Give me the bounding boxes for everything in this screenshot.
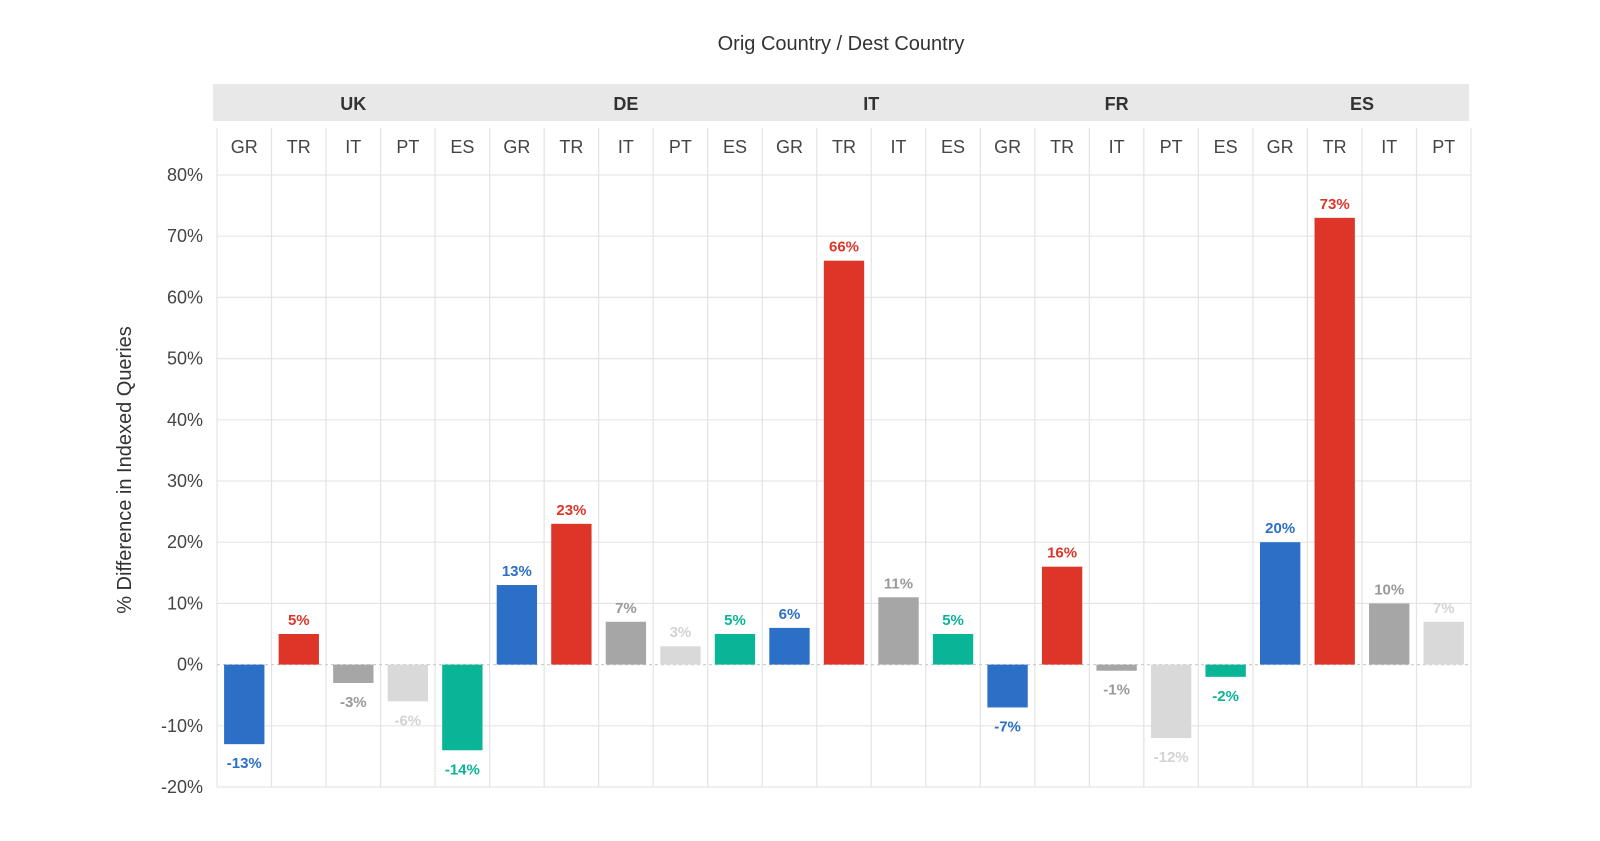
y-tick-label: 40% xyxy=(167,410,203,430)
data-label: 20% xyxy=(1265,520,1295,537)
dest-country-label: TR xyxy=(559,137,583,157)
bar xyxy=(1150,664,1192,739)
facet-header-bg xyxy=(758,84,979,121)
facet-header-label: ES xyxy=(1350,94,1374,114)
bar xyxy=(878,597,919,665)
y-axis-ticks: -20% -10% 0% 10% 20% 30% 40% 50% 60% 70% 80% xyxy=(161,165,203,797)
bar xyxy=(932,634,974,665)
dest-country-label: IT xyxy=(891,137,907,157)
bar xyxy=(333,664,374,683)
facet-header-label: FR xyxy=(1105,94,1129,114)
data-label: -12% xyxy=(1154,749,1189,766)
facet-header-label: UK xyxy=(340,94,366,114)
data-label: -6% xyxy=(394,712,421,729)
y-tick-label: 70% xyxy=(167,226,203,246)
dest-country-label: IT xyxy=(1381,137,1397,157)
y-tick-label: 10% xyxy=(167,593,203,613)
dest-country-label: ES xyxy=(450,137,474,157)
data-label: -1% xyxy=(1103,682,1130,699)
bar xyxy=(1205,664,1246,677)
facet-header-label: IT xyxy=(863,94,879,114)
data-label: 5% xyxy=(724,612,746,629)
bar xyxy=(987,664,1028,708)
dest-country-label: TR xyxy=(1050,137,1074,157)
y-tick-label: 30% xyxy=(167,471,203,491)
y-tick-label: -10% xyxy=(161,716,203,736)
data-label: -3% xyxy=(340,694,367,711)
bar xyxy=(442,664,483,751)
bar xyxy=(551,523,592,665)
y-axis-label: % Difference in Indexed Queries xyxy=(114,326,136,614)
facet-header-label: DE xyxy=(613,94,638,114)
facet-header-bg xyxy=(1248,84,1469,121)
y-tick-label: 50% xyxy=(167,349,203,369)
bar xyxy=(496,585,538,665)
bar xyxy=(605,621,647,665)
bar xyxy=(1096,664,1137,671)
grid-layer xyxy=(216,128,1472,788)
data-label: 11% xyxy=(884,575,913,592)
data-label: 7% xyxy=(615,600,637,617)
bar xyxy=(1041,566,1083,665)
data-label: 3% xyxy=(670,624,692,641)
data-label: 16% xyxy=(1047,545,1077,562)
y-tick-label: 20% xyxy=(167,532,203,552)
bar xyxy=(387,664,428,702)
dest-country-label: ES xyxy=(941,137,965,157)
data-label: 73% xyxy=(1320,196,1350,213)
dest-country-label: PT xyxy=(1160,137,1183,157)
data-label: -7% xyxy=(994,718,1021,735)
data-label: -14% xyxy=(445,761,480,778)
bar xyxy=(1314,217,1355,665)
bar xyxy=(823,260,865,665)
dest-country-label: TR xyxy=(832,137,856,157)
bar xyxy=(660,646,701,665)
facet-headers: UK GR TR IT PT ES DE GR TR IT PT ES IT GR TR IT ES FR GR TR… xyxy=(213,84,1469,157)
dest-country-label: PT xyxy=(1432,137,1455,157)
dest-country-label: PT xyxy=(669,137,692,157)
data-label: 13% xyxy=(502,563,532,580)
dest-country-label: IT xyxy=(1109,137,1125,157)
chart-title: Orig Country / Dest Country xyxy=(718,33,965,55)
dest-country-label: ES xyxy=(723,137,747,157)
dest-country-label: IT xyxy=(618,137,634,157)
data-label: 7% xyxy=(1433,600,1455,617)
bar xyxy=(224,664,265,745)
dest-country-label: GR xyxy=(776,137,803,157)
facet-header-bg xyxy=(485,84,761,121)
data-label: -2% xyxy=(1212,688,1239,705)
dest-country-label: ES xyxy=(1214,137,1238,157)
data-label: 23% xyxy=(556,502,586,519)
dest-country-label: PT xyxy=(396,137,419,157)
dest-country-label: GR xyxy=(503,137,530,157)
bar xyxy=(769,627,810,665)
data-label: 10% xyxy=(1374,581,1404,598)
bar xyxy=(1260,542,1301,665)
y-tick-label: 60% xyxy=(167,287,203,307)
dest-country-label: TR xyxy=(287,137,311,157)
dest-country-label: GR xyxy=(994,137,1021,157)
data-label: 66% xyxy=(829,239,859,256)
y-tick-label: 80% xyxy=(167,165,203,185)
dest-country-label: TR xyxy=(1323,137,1347,157)
bar xyxy=(1423,621,1464,665)
facet-header-bg xyxy=(213,84,488,121)
bar xyxy=(714,634,756,665)
dest-country-label: GR xyxy=(1267,137,1294,157)
data-label: -13% xyxy=(227,755,262,772)
y-tick-label: 0% xyxy=(177,655,203,675)
dest-country-label: GR xyxy=(231,137,258,157)
data-label: 5% xyxy=(942,612,964,629)
bars xyxy=(224,217,1464,751)
y-tick-label: -20% xyxy=(161,777,203,797)
facet-header-bg xyxy=(976,84,1251,121)
bar xyxy=(1369,603,1410,665)
data-label: 5% xyxy=(288,612,310,629)
bar xyxy=(278,634,319,665)
data-labels: -13% 5% -3% -6% -14% 13% 23% 7% 3% 5% 6% 66% 11% 5% -7… xyxy=(227,196,1455,778)
data-label: 6% xyxy=(779,606,801,623)
dest-country-label: IT xyxy=(345,137,361,157)
